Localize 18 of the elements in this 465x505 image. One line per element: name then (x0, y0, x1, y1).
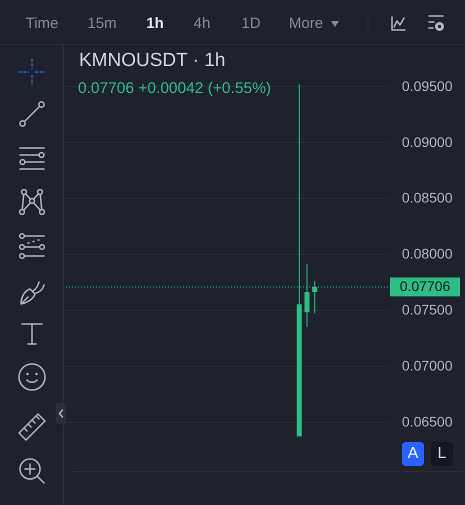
text: 1D (241, 15, 261, 33)
y-tick-label: 0.07500 (402, 301, 453, 318)
text: 0.07706 +0.00042 (+0.55%) (78, 79, 272, 98)
y-tick-label: 0.06500 (402, 413, 453, 430)
y-tick-label: 0.07000 (402, 357, 453, 374)
text: Time (26, 15, 58, 33)
text: 4h (194, 15, 210, 33)
chart-title: KMNOUSDT · 1h (79, 50, 226, 72)
text: L (431, 442, 453, 466)
y-tick-label: 0.09500 (402, 78, 453, 94)
y-tick-label: 0.08000 (402, 246, 453, 262)
y-tick-label: 0.09000 (402, 134, 453, 150)
ref-line-label: 0.07706 (400, 278, 451, 294)
text: A (402, 442, 424, 466)
text: 15m (87, 15, 117, 33)
y-tick-label: 0.08500 (402, 190, 453, 206)
text: 1h (146, 15, 164, 33)
text: More (288, 15, 324, 33)
